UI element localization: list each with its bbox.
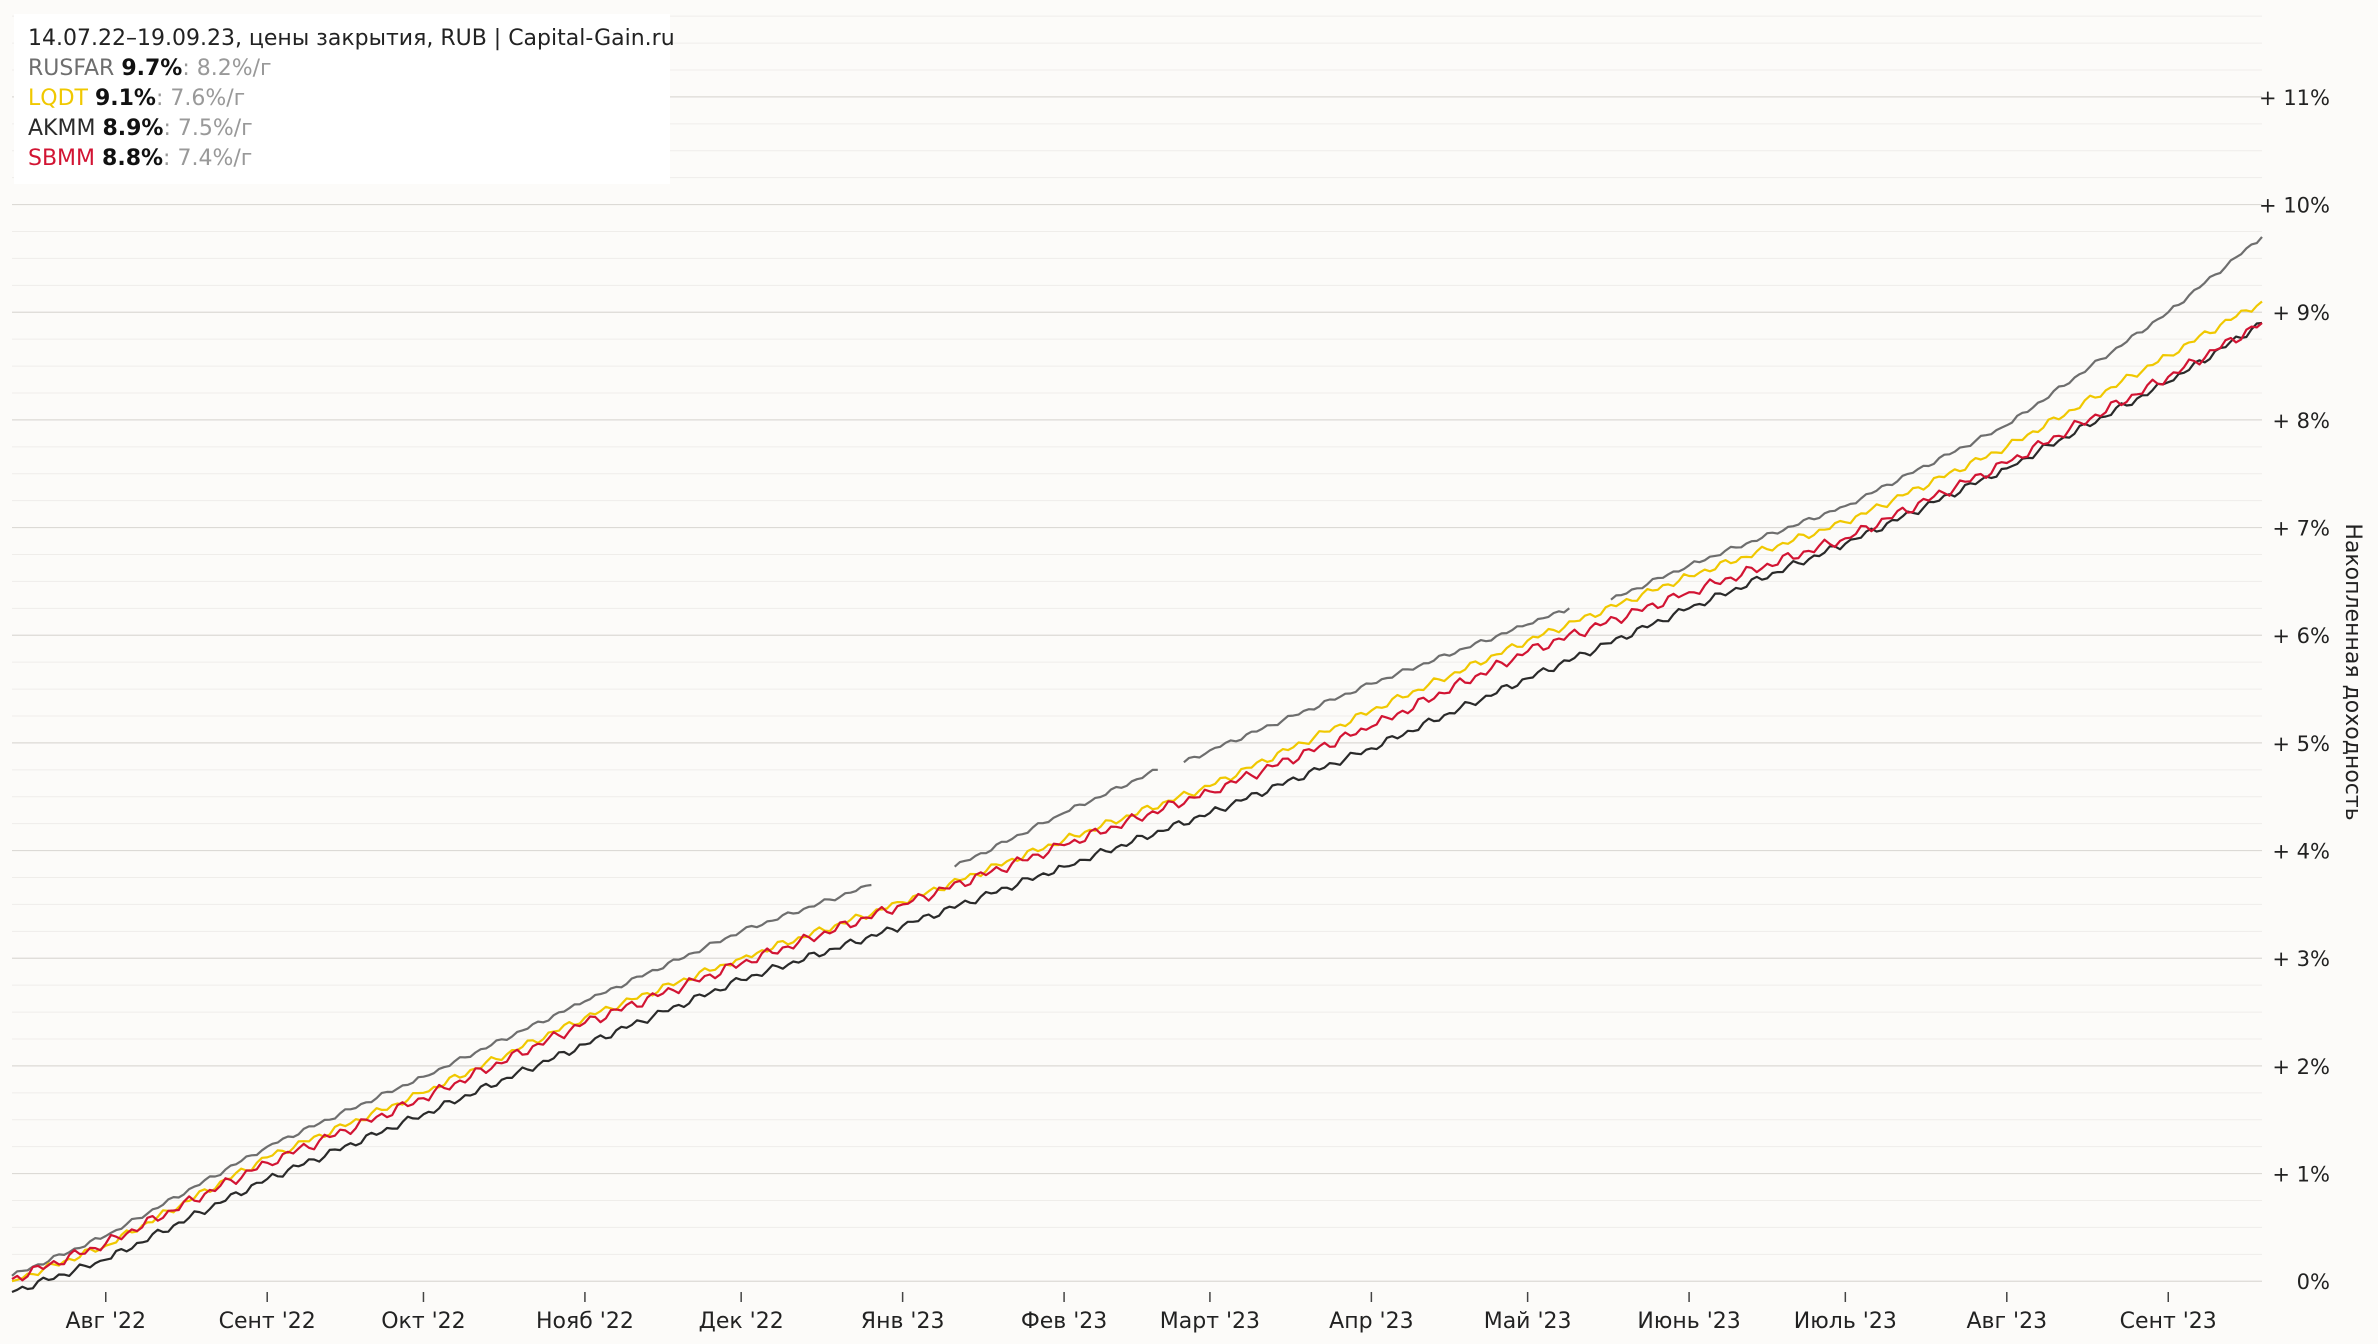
- x-tick-label: Авг '22: [65, 1309, 146, 1334]
- series-lines: [11, 236, 2263, 1294]
- y-tick-label: + 10%: [2259, 194, 2330, 218]
- y-tick-label: + 4%: [2272, 840, 2330, 864]
- legend-item-rusfar: RUSFAR 9.7%: 8.2%/г: [28, 56, 272, 81]
- x-tick-label: Июнь '23: [1637, 1309, 1740, 1334]
- legend-final-value: 8.8%: [102, 146, 164, 171]
- y-tick-label: + 1%: [2272, 1163, 2330, 1187]
- x-tick-label: Янв '23: [861, 1309, 945, 1334]
- x-axis-ticks: Авг '22 Сент '22 Окт '22 Нояб '22 Дек '22 Янв…: [65, 1292, 2217, 1334]
- legend-final-value: 9.1%: [94, 86, 156, 111]
- series-line-akmm: [11, 321, 2263, 1294]
- series-line-rusfar-segment-4: [1610, 236, 2263, 601]
- legend-series-name: LQDT: [28, 86, 88, 111]
- legend: 14.07.22–19.09.23, цены закрытия, RUB | …: [14, 14, 675, 184]
- series-line-lqdt: [11, 300, 2263, 1283]
- y-tick-label: + 6%: [2272, 624, 2330, 648]
- x-tick-label: Апр '23: [1329, 1309, 1413, 1334]
- y-axis-ticks: 0% + 1% + 2% + 3% + 4% + 5% + 6% + 7% + 8% + 9% + …: [2259, 86, 2330, 1294]
- grid-lines: [12, 15, 2262, 1282]
- legend-final-value: 9.7%: [121, 56, 183, 81]
- series-line-rusfar-segment-1: [11, 883, 872, 1277]
- x-tick-label: Сент '23: [2120, 1309, 2217, 1334]
- legend-annual-value: 7.6%/г: [170, 86, 246, 111]
- legend-item-lqdt: LQDT 9.1%: 7.6%/г: [28, 86, 246, 111]
- y-tick-label: + 3%: [2272, 947, 2330, 971]
- legend-annual-value: 7.4%/г: [177, 146, 253, 171]
- x-tick-label: Фев '23: [1021, 1309, 1107, 1334]
- series-line-rusfar-segment-3: [1183, 607, 1570, 764]
- legend-annual-value: 8.2%/г: [196, 56, 272, 81]
- series-line-sbmm: [11, 322, 2263, 1282]
- legend-annual-value: 7.5%/г: [177, 116, 253, 141]
- x-tick-label: Дек '22: [699, 1309, 784, 1334]
- legend-series-name: AKMM: [28, 116, 96, 141]
- x-tick-label: Нояб '22: [536, 1309, 634, 1334]
- legend-item-sbmm: SBMM 8.8%: 7.4%/г: [28, 146, 253, 171]
- y-tick-label: + 2%: [2272, 1055, 2330, 1079]
- series-line-rusfar-segment-2: [953, 768, 1158, 868]
- legend-final-value: 8.9%: [102, 116, 164, 141]
- y-tick-label: + 7%: [2272, 517, 2330, 541]
- x-tick-label: Окт '22: [381, 1309, 465, 1334]
- x-tick-label: Авг '23: [1966, 1309, 2047, 1334]
- y-tick-label: + 8%: [2272, 409, 2330, 433]
- x-tick-label: Июль '23: [1794, 1309, 1897, 1334]
- y-axis-label: Накопленная доходность: [2340, 523, 2365, 820]
- legend-series-name: SBMM: [28, 146, 96, 171]
- legend-item-akmm: AKMM 8.9%: 7.5%/г: [28, 116, 253, 141]
- x-tick-label: Май '23: [1484, 1309, 1572, 1334]
- x-tick-label: Сент '22: [219, 1309, 316, 1334]
- y-tick-label: 0%: [2297, 1270, 2330, 1294]
- y-tick-label: + 11%: [2259, 86, 2330, 110]
- y-tick-label: + 9%: [2272, 301, 2330, 325]
- y-tick-label: + 5%: [2272, 732, 2330, 756]
- legend-series-name: RUSFAR: [28, 56, 115, 81]
- x-tick-label: Март '23: [1160, 1309, 1260, 1334]
- chart-header: 14.07.22–19.09.23, цены закрытия, RUB | …: [28, 26, 675, 51]
